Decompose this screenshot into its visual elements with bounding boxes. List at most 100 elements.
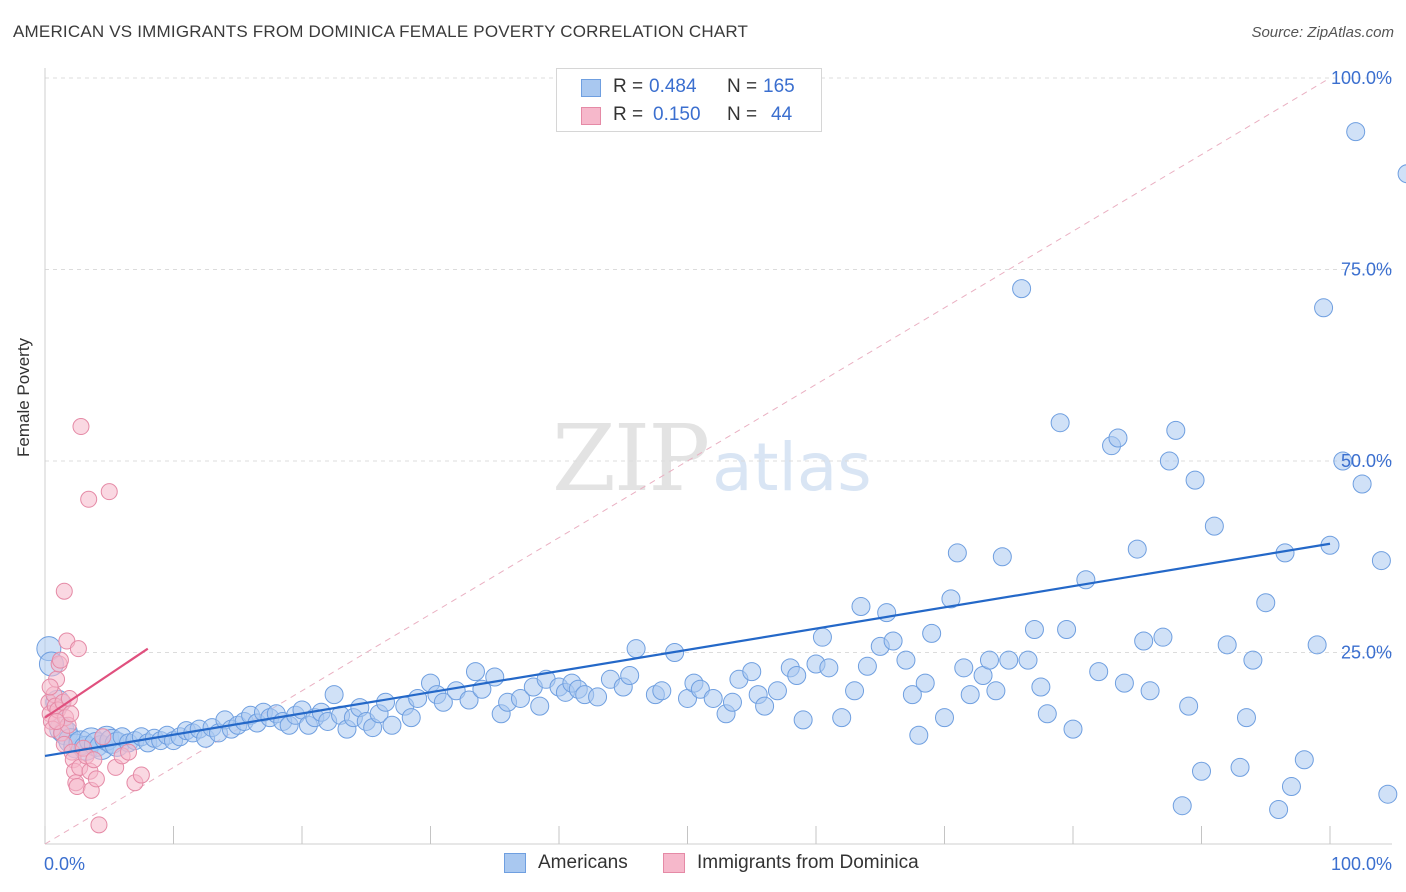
americans-point bbox=[1307, 635, 1327, 655]
y-tick-label: 75.0% bbox=[1341, 260, 1392, 280]
americans-point bbox=[1108, 428, 1128, 448]
americans-point bbox=[703, 688, 723, 708]
bottom-legend-label-americans: Americans bbox=[538, 852, 628, 873]
dominica-point bbox=[132, 766, 150, 784]
points-layer bbox=[36, 122, 1406, 834]
americans-point bbox=[510, 688, 530, 708]
americans-point bbox=[620, 665, 640, 685]
americans-point bbox=[1031, 677, 1051, 697]
americans-point bbox=[433, 692, 453, 712]
americans-point bbox=[935, 708, 954, 728]
americans-point bbox=[1024, 620, 1044, 640]
americans-point bbox=[992, 547, 1012, 567]
americans-point bbox=[1089, 662, 1109, 682]
americans-point bbox=[812, 627, 832, 647]
legend: R = 0.484 N = 165 R = 0.150 N = 44 bbox=[556, 68, 822, 132]
americans-point bbox=[1236, 708, 1256, 728]
x-tick-label: 100.0% bbox=[1331, 854, 1392, 874]
dominica-point bbox=[41, 678, 59, 696]
americans-point bbox=[401, 708, 421, 728]
americans-point bbox=[1166, 420, 1186, 440]
americans-point bbox=[722, 692, 742, 712]
americans-point bbox=[1127, 539, 1147, 559]
americans-point bbox=[1037, 704, 1057, 724]
americans-point bbox=[1140, 681, 1160, 701]
americans-point bbox=[408, 688, 428, 708]
dominica-point bbox=[62, 705, 80, 723]
americans-point bbox=[1281, 777, 1301, 797]
dominica-point bbox=[85, 751, 103, 769]
legend-n-value: 165 bbox=[763, 76, 795, 97]
americans-point bbox=[1179, 696, 1199, 716]
americans-point bbox=[787, 665, 807, 685]
legend-swatch-dominica bbox=[581, 107, 601, 125]
americans-point bbox=[819, 658, 839, 678]
americans-point bbox=[626, 639, 646, 659]
americans-point bbox=[1243, 650, 1263, 670]
americans-point bbox=[465, 662, 485, 682]
americans-point bbox=[954, 658, 974, 678]
bottom-legend-swatch-americans bbox=[504, 853, 526, 873]
americans-point bbox=[909, 725, 929, 745]
dominica-point bbox=[48, 712, 66, 730]
americans-point bbox=[1018, 650, 1038, 670]
y-tick-label: 25.0% bbox=[1341, 643, 1392, 663]
americans-point bbox=[1204, 516, 1224, 536]
dominica-point bbox=[69, 640, 87, 658]
americans-point bbox=[896, 650, 916, 670]
americans-point bbox=[902, 685, 922, 705]
dominica-point bbox=[68, 778, 86, 796]
americans-point bbox=[382, 715, 402, 735]
legend-n-label: N = bbox=[727, 104, 758, 125]
americans-point bbox=[947, 543, 967, 563]
trend-layer bbox=[44, 542, 1331, 757]
americans-point bbox=[793, 710, 813, 730]
dominica-point bbox=[55, 582, 73, 600]
legend-r-label: R = bbox=[613, 104, 644, 125]
americans-point bbox=[851, 597, 871, 617]
dominica-point bbox=[87, 770, 105, 788]
y-tick-label: 50.0% bbox=[1341, 451, 1392, 471]
americans-point bbox=[1153, 627, 1173, 647]
y-tick-label: 100.0% bbox=[1331, 68, 1392, 88]
americans-point bbox=[1333, 451, 1353, 471]
americans-point bbox=[1217, 635, 1237, 655]
americans-point bbox=[767, 681, 787, 701]
legend-n-value: 44 bbox=[771, 104, 793, 125]
legend-r-value: 0.150 bbox=[653, 104, 701, 125]
americans-point bbox=[883, 631, 903, 651]
americans-point bbox=[588, 687, 608, 707]
americans-point bbox=[1159, 451, 1179, 471]
dominica-point bbox=[100, 483, 118, 501]
americans-point bbox=[1397, 164, 1406, 184]
americans-point bbox=[1371, 551, 1391, 571]
americans-point bbox=[922, 623, 942, 643]
dominica-point bbox=[94, 728, 112, 746]
americans-point bbox=[324, 685, 344, 705]
americans-point bbox=[986, 681, 1006, 701]
americans-point bbox=[857, 656, 877, 676]
dominica-point bbox=[80, 490, 98, 508]
americans-point bbox=[530, 696, 550, 716]
chart-title: AMERICAN VS IMMIGRANTS FROM DOMINICA FEM… bbox=[13, 22, 749, 41]
legend-row-dominica: R = 0.150 N = 44 bbox=[557, 101, 821, 129]
americans-point bbox=[941, 589, 961, 609]
americans-point bbox=[832, 708, 852, 728]
americans-trend-line bbox=[44, 542, 1331, 757]
americans-point bbox=[1352, 474, 1372, 494]
x-tick-label: 0.0% bbox=[44, 854, 85, 874]
watermark-atlas: atlas bbox=[712, 429, 872, 506]
americans-point bbox=[1269, 800, 1289, 820]
americans-point bbox=[1050, 413, 1070, 433]
americans-point bbox=[459, 690, 479, 710]
americans-point bbox=[1185, 470, 1205, 490]
americans-point bbox=[1256, 593, 1276, 613]
dominica-trend-line bbox=[44, 647, 149, 719]
dominica-point bbox=[72, 418, 90, 436]
bottom-legend-label-dominica: Immigrants from Dominica bbox=[697, 852, 919, 873]
americans-point bbox=[960, 685, 980, 705]
americans-point bbox=[652, 681, 672, 701]
legend-row-americans: R = 0.484 N = 165 bbox=[557, 73, 821, 101]
